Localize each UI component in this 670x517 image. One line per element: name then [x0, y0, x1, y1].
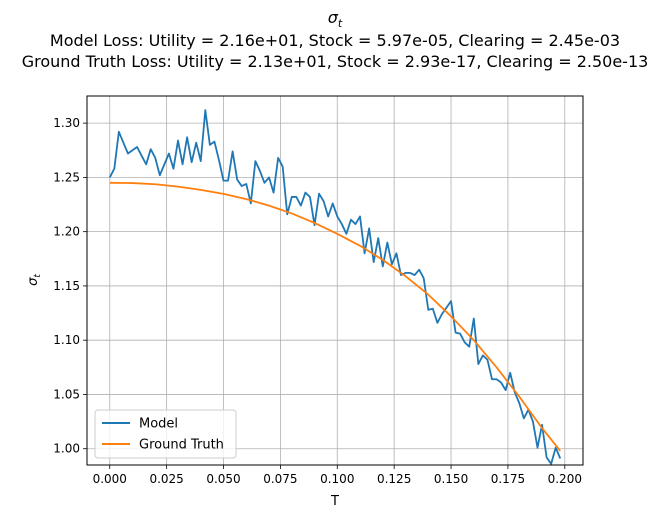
- x-axis-label: T: [330, 494, 339, 509]
- legend: Model Ground Truth: [94, 409, 237, 459]
- y-axis-ticks: 1.00 1.05 1.10 1.15 1.20 1.25 1.30: [53, 116, 87, 456]
- series-line-ground-truth: [109, 181, 561, 452]
- x-tick-label: 0.100: [320, 472, 354, 486]
- y-tick-label: 1.05: [53, 387, 80, 401]
- plot-frame: [86, 95, 584, 466]
- chart-title: σt: [0, 8, 670, 34]
- chart-subtitle-ground-truth-loss: Ground Truth Loss: Utility = 2.13e+01, S…: [21, 52, 649, 71]
- title-symbol: σ: [327, 8, 338, 27]
- x-tick-label: 0.125: [377, 472, 411, 486]
- legend-label-model: Model: [139, 417, 178, 432]
- title-subscript: t: [337, 17, 343, 31]
- x-tick-label: 0.075: [263, 472, 297, 486]
- y-tick-label: 1.10: [53, 333, 80, 347]
- y-axis-label-subscript: t: [33, 274, 43, 278]
- series-layer: [108, 109, 562, 465]
- y-tick-label: 1.25: [53, 170, 80, 184]
- x-tick-label: 0.200: [548, 472, 582, 486]
- y-tick-label: 1.30: [53, 116, 80, 130]
- legend-label-ground-truth: Ground Truth: [139, 438, 224, 453]
- y-tick-label: 1.00: [53, 442, 80, 456]
- y-axis-label-symbol: σ: [26, 277, 41, 286]
- x-tick-label: 0.025: [149, 472, 183, 486]
- x-tick-label: 0.000: [93, 472, 127, 486]
- x-tick-label: 0.050: [206, 472, 240, 486]
- x-tick-label: 0.150: [434, 472, 468, 486]
- chart-subtitle-model-loss: Model Loss: Utility = 2.16e+01, Stock = …: [49, 31, 621, 50]
- y-axis-label: σt: [26, 274, 43, 286]
- x-axis-ticks: 0.000 0.025 0.050 0.075 0.100 0.125 0.150 0.175…: [93, 465, 582, 486]
- y-tick-label: 1.20: [53, 225, 80, 239]
- x-tick-label: 0.175: [491, 472, 525, 486]
- y-tick-label: 1.15: [53, 279, 80, 293]
- series-line-model: [108, 109, 562, 465]
- legend-box: [94, 409, 237, 459]
